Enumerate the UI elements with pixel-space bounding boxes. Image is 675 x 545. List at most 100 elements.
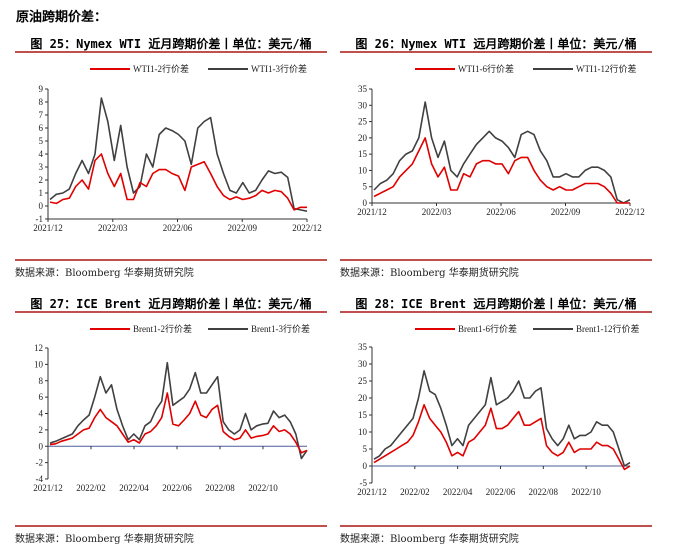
x-tick-label: 2022/10: [248, 483, 278, 493]
series-line-Brent1-6行价差: [373, 404, 631, 471]
chart-title: 图 28：ICE Brent 远月跨期价差丨单位：美元/桶: [355, 297, 637, 311]
x-tick-label: 2022/09: [227, 223, 257, 233]
y-tick-label: 5: [363, 444, 368, 454]
source-note: 数据来源：Bloomberg 华泰期货研究院: [15, 268, 194, 279]
y-tick-label: 35: [358, 84, 368, 94]
y-tick-label: 30: [358, 359, 368, 369]
chart-panel-25: 图 25：Nymex WTI 近月跨期价差丨单位：美元/桶 WTI1-2行价差 W…: [15, 35, 327, 279]
x-tick-label: 2022/06: [486, 207, 516, 217]
y-tick-label: 10: [358, 165, 368, 175]
divider: [340, 259, 652, 261]
series-line-WTI1-3行价差: [49, 97, 308, 212]
y-tick-label: 15: [358, 149, 368, 159]
series-line-Brent1-3行价差: [49, 361, 308, 460]
section-heading: 原油跨期价差：: [16, 10, 108, 25]
y-tick-label: 0: [363, 198, 368, 208]
x-tick-label: 2022/02: [76, 483, 106, 493]
y-tick-label: 9: [39, 84, 44, 94]
chart-panel-28: 图 28：ICE Brent 远月跨期价差丨单位：美元/桶 Brent1-6行价…: [340, 295, 652, 545]
legend-label: Brent1-6行价差: [458, 323, 517, 334]
x-tick-label: 2022/06: [486, 487, 516, 497]
source-note: 数据来源：Bloomberg 华泰期货研究院: [15, 534, 194, 545]
x-tick-label: 2021/12: [357, 207, 387, 217]
y-tick-label: 7: [39, 110, 44, 120]
series-line-Brent1-2行价差: [49, 392, 308, 454]
y-tick-label: 6: [39, 392, 44, 402]
legend-label: Brent1-2行价差: [133, 323, 192, 334]
y-tick-label: 8: [39, 376, 44, 386]
chart-title: 图 25：Nymex WTI 近月跨期价差丨单位：美元/桶: [30, 37, 312, 51]
y-tick-label: 10: [358, 427, 368, 437]
chart-title: 图 27：ICE Brent 近月跨期价差丨单位：美元/桶: [30, 297, 312, 311]
y-tick-label: 2: [39, 175, 44, 185]
y-tick-label: 0: [39, 201, 44, 211]
x-tick-label: 2021/12: [33, 483, 63, 493]
y-tick-label: 12: [34, 343, 43, 353]
x-tick-label: 2022/12: [615, 207, 645, 217]
divider: [340, 311, 652, 313]
x-tick-label: 2022/08: [205, 483, 235, 493]
divider: [340, 51, 652, 53]
x-tick-label: 2021/12: [33, 223, 63, 233]
y-tick-label: -2: [36, 458, 44, 468]
x-tick-label: 2022/12: [292, 223, 322, 233]
x-tick-label: 2022/04: [119, 483, 149, 493]
divider: [15, 525, 327, 527]
chart-panel-27: 图 27：ICE Brent 近月跨期价差丨单位：美元/桶 Brent1-2行价…: [15, 295, 327, 545]
chart-26: WTI1-6行价差 WTI1-12行价差 0 5 10 15 20 25 30 35 2021/12…: [357, 63, 645, 217]
y-tick-label: 35: [358, 342, 368, 352]
series-line-Brent1-12行价差: [373, 369, 631, 467]
y-tick-label: 25: [358, 117, 368, 127]
chart-25: WTI1-2行价差 WTI1-3行价差 -1 0 1 2 3 4 5 6 7 8 9 2021/12 202…: [33, 63, 322, 233]
divider: [15, 311, 327, 313]
y-tick-label: 15: [358, 410, 368, 420]
legend-label: WTI1-12行价差: [576, 63, 637, 74]
y-tick-label: 5: [39, 136, 44, 146]
y-tick-label: 25: [358, 376, 368, 386]
y-tick-label: 6: [39, 123, 44, 133]
series-line-WTI1-12行价差: [373, 101, 631, 204]
y-tick-label: 30: [358, 100, 368, 110]
divider: [15, 259, 327, 261]
legend-label: WTI1-2行价差: [133, 63, 189, 74]
y-tick-label: -1: [36, 214, 44, 224]
y-tick-label: 10: [34, 359, 44, 369]
y-tick-label: -4: [36, 474, 44, 484]
x-tick-label: 2022/09: [551, 207, 581, 217]
series-line-WTI1-6行价差: [373, 137, 630, 204]
y-tick-label: 4: [39, 149, 44, 159]
x-tick-label: 2022/03: [422, 207, 452, 217]
chart-27: Brent1-2行价差 Brent1-3行价差 -4 -2 0 2 4 6 8 10 12 2021/…: [33, 323, 310, 493]
x-tick-label: 2022/08: [529, 487, 559, 497]
x-tick-label: 2022/02: [400, 487, 430, 497]
y-tick-label: 0: [39, 441, 44, 451]
y-tick-label: 8: [39, 97, 44, 107]
x-tick-label: 2022/10: [571, 487, 601, 497]
y-tick-label: 20: [358, 133, 368, 143]
divider: [15, 51, 327, 53]
chart-title: 图 26：Nymex WTI 远月跨期价差丨单位：美元/桶: [355, 37, 637, 51]
legend-label: Brent1-3行价差: [251, 323, 310, 334]
legend-label: WTI1-6行价差: [458, 63, 514, 74]
chart-panel-26: 图 26：Nymex WTI 远月跨期价差丨单位：美元/桶 WTI1-6行价差 W…: [340, 35, 652, 279]
x-tick-label: 2022/06: [162, 483, 192, 493]
y-tick-label: 0: [363, 461, 368, 471]
x-tick-label: 2022/04: [443, 487, 473, 497]
divider: [340, 525, 652, 527]
x-tick-label: 2021/12: [357, 487, 387, 497]
y-tick-label: 20: [358, 393, 368, 403]
y-tick-label: 5: [363, 182, 368, 192]
legend-label: Brent1-12行价差: [576, 323, 640, 334]
source-note: 数据来源：Bloomberg 华泰期货研究院: [340, 534, 519, 545]
y-tick-label: 4: [39, 409, 44, 419]
y-tick-label: -5: [360, 478, 368, 488]
series-line-WTI1-2行价差: [49, 153, 307, 211]
x-tick-label: 2022/06: [163, 223, 193, 233]
x-tick-label: 2022/03: [98, 223, 128, 233]
source-note: 数据来源：Bloomberg 华泰期货研究院: [340, 268, 519, 279]
y-tick-label: 2: [39, 425, 44, 435]
legend-label: WTI1-3行价差: [251, 63, 307, 74]
chart-28: Brent1-6行价差 Brent1-12行价差 -5 0 5 10 15 20 25 30 35 2…: [357, 323, 640, 497]
y-tick-label: 3: [39, 162, 44, 172]
y-tick-label: 1: [39, 188, 44, 198]
